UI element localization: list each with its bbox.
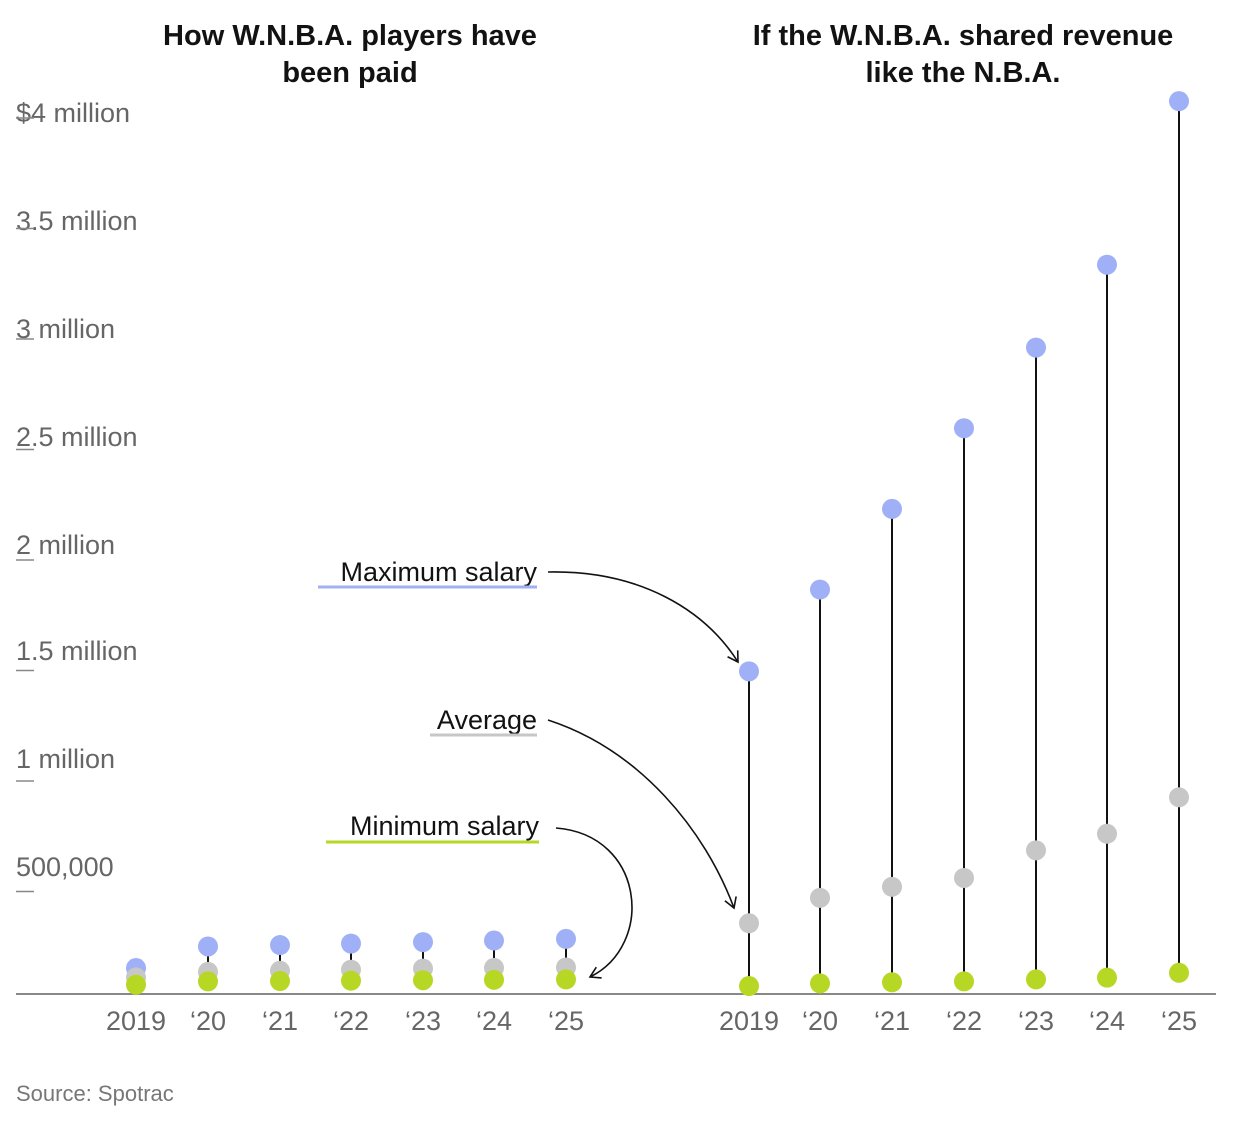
data-point-minimum-salary: [1097, 967, 1117, 988]
data-point-average: [810, 887, 830, 908]
y-tick-label-4m: $4 million: [16, 98, 130, 128]
annotation-arrow-minimum: [555, 827, 633, 979]
x-tick-label: ‘24: [476, 1006, 512, 1036]
y-tick-label-1-5m: 1.5 million: [16, 636, 138, 666]
data-points: [126, 91, 1189, 997]
x-tick-label: ‘23: [1018, 1006, 1054, 1036]
source-note: Source: Spotrac: [16, 1081, 174, 1106]
data-point-minimum-salary: [556, 969, 576, 990]
data-point-minimum-salary: [1026, 969, 1046, 990]
x-tick-label: 2019: [106, 1006, 166, 1036]
data-point-maximum-salary: [1169, 91, 1189, 112]
data-point-minimum-salary: [739, 976, 759, 997]
legend-label-average: Average: [437, 705, 537, 735]
data-point-maximum-salary: [270, 935, 290, 956]
x-tick-label: ‘20: [190, 1006, 226, 1036]
data-point-maximum-salary: [739, 661, 759, 682]
range-stems: [135, 101, 1180, 987]
data-point-minimum-salary: [198, 971, 218, 992]
data-point-minimum-salary: [1169, 962, 1189, 983]
data-point-average: [882, 876, 902, 897]
legend-label-minimum: Minimum salary: [350, 811, 540, 841]
y-tick-label-2-5m: 2.5 million: [16, 422, 138, 452]
y-tick-label-500k: 500,000: [16, 852, 114, 882]
data-point-minimum-salary: [413, 970, 433, 991]
x-tick-label: ‘23: [405, 1006, 441, 1036]
x-tick-label: ‘20: [802, 1006, 838, 1036]
data-point-minimum-salary: [270, 971, 290, 992]
data-point-average: [1026, 840, 1046, 861]
data-point-maximum-salary: [882, 498, 902, 519]
y-tick-label-2m: 2 million: [16, 530, 115, 560]
data-point-maximum-salary: [198, 936, 218, 957]
x-tick-label: ‘25: [548, 1006, 584, 1036]
data-point-maximum-salary: [1026, 337, 1046, 358]
x-tick-label: ‘24: [1089, 1006, 1125, 1036]
left-panel-title-line-2: been paid: [282, 57, 417, 89]
x-tick-label: ‘22: [333, 1006, 369, 1036]
x-tick-label: ‘22: [946, 1006, 982, 1036]
data-point-minimum-salary: [341, 970, 361, 991]
data-point-maximum-salary: [1097, 254, 1117, 275]
annotation-arrow-average: [547, 719, 737, 910]
data-point-maximum-salary: [556, 928, 576, 949]
data-point-minimum-salary: [954, 971, 974, 992]
annotation-arrow-maximum: [547, 571, 739, 664]
legend-label-maximum: Maximum salary: [340, 557, 537, 587]
data-point-maximum-salary: [341, 933, 361, 954]
y-tick-label-3-5m: 3.5 million: [16, 206, 138, 236]
data-point-minimum-salary: [810, 973, 830, 994]
x-tick-label: ‘21: [874, 1006, 910, 1036]
y-tick-label-1m: 1 million: [16, 744, 115, 774]
y-axis: 500,000 1 million 1.5 million 2 million …: [16, 98, 138, 893]
x-axis-labels: 2019 ‘20 ‘21 ‘22 ‘23 ‘24 ‘25 2019 ‘20 ‘21 ‘22 ‘23 ‘2…: [106, 1006, 1197, 1036]
right-panel-title-line-1: If the W.N.B.A. shared revenue: [753, 20, 1174, 52]
data-point-minimum-salary: [882, 972, 902, 993]
x-tick-label: ‘25: [1161, 1006, 1197, 1036]
data-point-maximum-salary: [413, 932, 433, 953]
data-point-average: [1169, 787, 1189, 808]
data-point-minimum-salary: [126, 974, 146, 995]
data-point-average: [954, 867, 974, 888]
data-point-maximum-salary: [484, 930, 504, 951]
data-point-average: [739, 913, 759, 934]
data-point-minimum-salary: [484, 969, 504, 990]
data-point-maximum-salary: [954, 418, 974, 439]
data-point-maximum-salary: [810, 579, 830, 600]
x-tick-label: ‘21: [262, 1006, 298, 1036]
x-tick-label: 2019: [719, 1006, 779, 1036]
data-point-average: [1097, 823, 1117, 844]
left-panel-title-line-1: How W.N.B.A. players have: [163, 20, 537, 52]
right-panel-title-line-2: like the N.B.A.: [866, 57, 1061, 89]
